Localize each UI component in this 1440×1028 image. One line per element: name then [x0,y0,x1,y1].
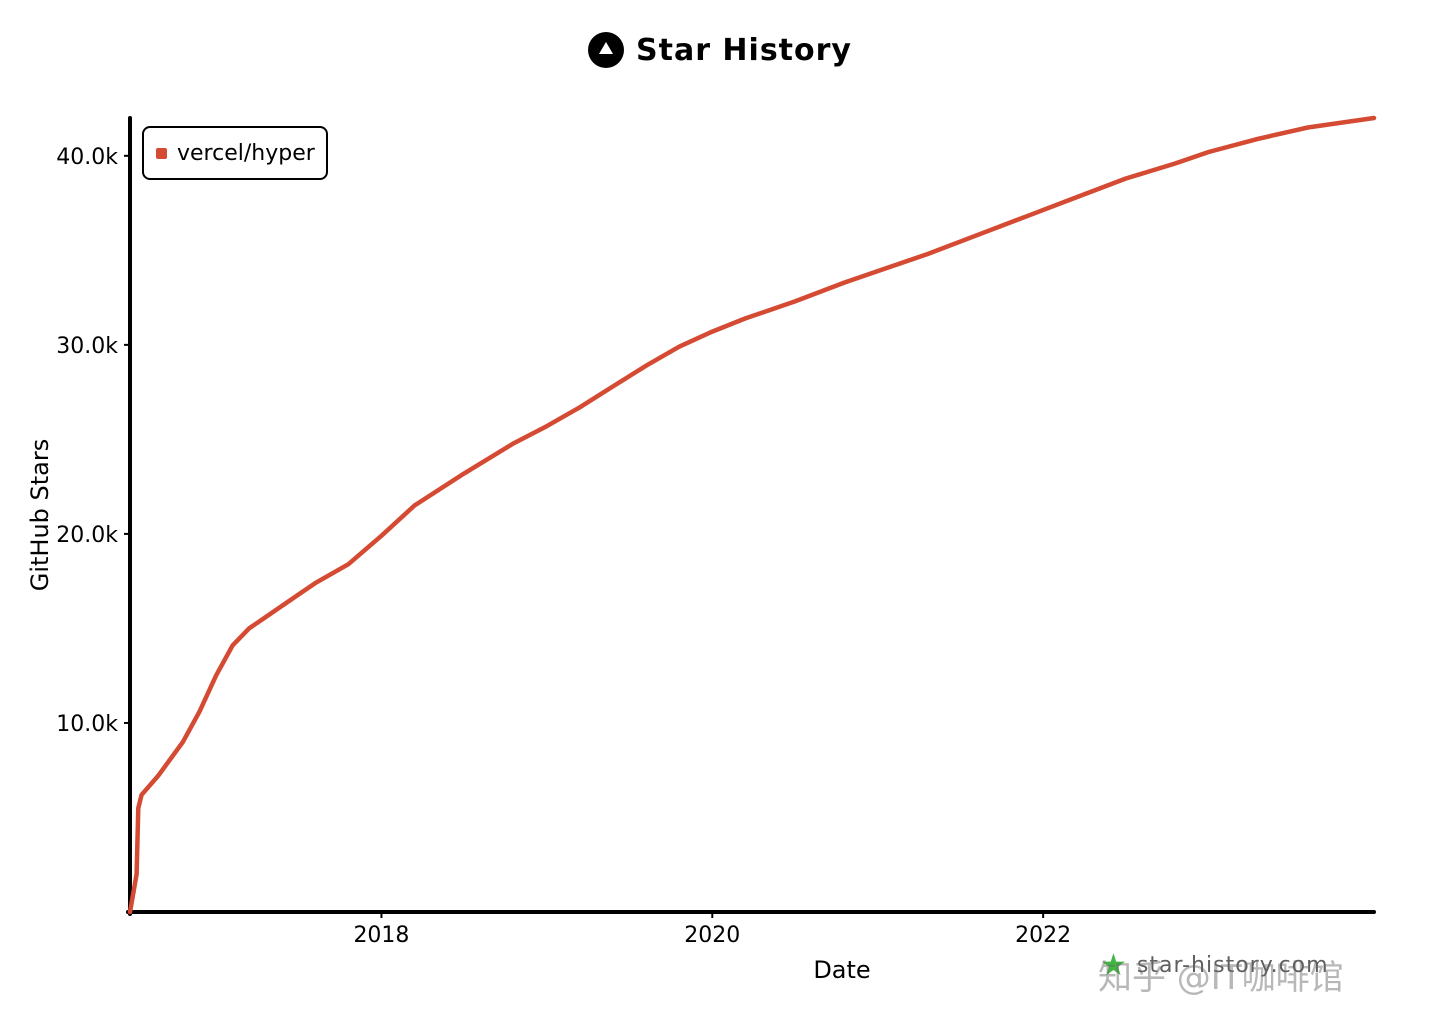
watermark-site: star-history.com [1136,953,1329,978]
y-tick-label: 30.0k [56,334,118,359]
x-tick-label: 2022 [1015,923,1071,948]
x-axis-title: Date [813,956,870,984]
star-history-logo-icon [588,32,624,68]
y-tick-label: 40.0k [56,145,118,170]
legend-swatch [156,147,167,159]
x-tick-label: 2020 [684,923,740,948]
y-tick-label: 20.0k [56,523,118,548]
series-line [127,115,1377,915]
star-icon: ★ [1100,948,1127,983]
legend: vercel/hyper [142,126,328,180]
x-tick-label: 2018 [353,923,409,948]
y-tick-label: 10.0k [56,712,118,737]
y-axis-title: GitHub Stars [26,439,54,592]
legend-label: vercel/hyper [177,140,315,166]
zhihu-watermark-text: 知乎 @IT咖啡馆 [1098,958,1344,998]
watermark: ★ star-history.com [1100,948,1329,983]
zhihu-watermark: 知乎 @IT咖啡馆 [1098,950,1344,999]
chart-title-bar: Star History [0,32,1440,68]
chart-title: Star History [636,32,852,68]
